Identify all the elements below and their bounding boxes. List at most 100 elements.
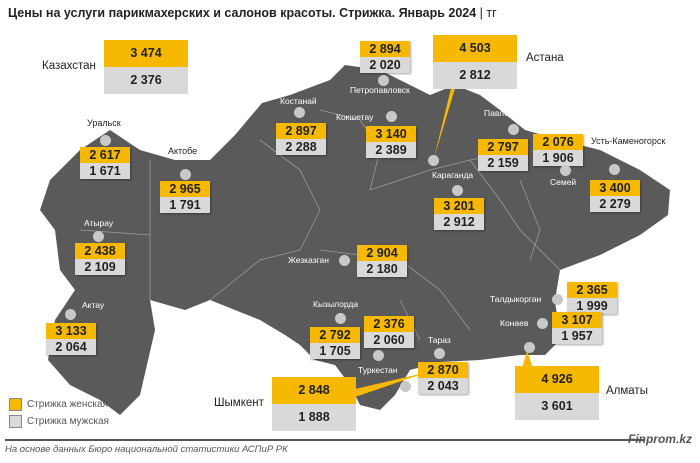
- city-dot: [386, 111, 397, 122]
- region-box-kokshetau: 3 140 2 389: [366, 126, 416, 158]
- male-price: 1 705: [310, 343, 360, 359]
- region-box-pavlodar: 2 797 2 159: [478, 139, 528, 171]
- city-dot: [609, 164, 620, 175]
- female-price: 3 140: [366, 126, 416, 142]
- city-dot: [373, 350, 384, 361]
- region-box-taraz: 2 870 2 043: [418, 362, 468, 394]
- city-label: Тараз: [428, 335, 451, 345]
- region-box-turkestan: 2 376 2 060: [364, 316, 414, 348]
- city-dot: [434, 348, 445, 359]
- region-box-uralsk: 2 617 1 671: [80, 147, 130, 179]
- female-price: 2 965: [160, 181, 210, 197]
- female-swatch: [9, 398, 22, 411]
- female-price: 3 474: [104, 40, 188, 67]
- city-label: Жезказган: [288, 255, 329, 265]
- source-note: На основе данных Бюро национальной стати…: [5, 444, 288, 455]
- female-price: 2 076: [533, 134, 583, 150]
- male-price: 2 060: [364, 332, 414, 348]
- female-price: 2 365: [567, 282, 617, 298]
- female-price: 2 904: [357, 245, 407, 261]
- legend-item-male: Стрижка мужская: [9, 413, 109, 430]
- city-dot: [93, 231, 104, 242]
- city-label: Павлодар: [484, 108, 524, 118]
- city-dot: [378, 75, 389, 86]
- male-price: 1 957: [552, 328, 602, 344]
- region-box-zhezkazgan: 2 904 2 180: [357, 245, 407, 277]
- city-dot: [100, 135, 111, 146]
- title-text: Цены на услуги парикмахерских и салонов …: [8, 6, 477, 20]
- male-price: 3 601: [515, 393, 599, 420]
- male-price: 1 791: [160, 197, 210, 213]
- male-price: 2 279: [590, 196, 640, 212]
- male-swatch: [9, 415, 22, 428]
- city-label: Кокшетау: [336, 112, 374, 122]
- city-dot: [294, 107, 305, 118]
- male-price: 2 020: [360, 57, 410, 73]
- city-dot: [428, 155, 439, 166]
- female-price: 2 894: [360, 41, 410, 57]
- city-label: Костанай: [280, 96, 317, 106]
- male-price: 2 043: [418, 378, 468, 394]
- unit-label: | тг: [479, 6, 497, 20]
- region-box-atyrau: 2 438 2 109: [75, 243, 125, 275]
- female-price: 2 797: [478, 139, 528, 155]
- chart-title: Цены на услуги парикмахерских и салонов …: [8, 6, 497, 20]
- male-price: 2 159: [478, 155, 528, 171]
- city-label: Актобе: [168, 146, 198, 156]
- male-price: 2 288: [276, 139, 326, 155]
- male-price: 1 999: [567, 298, 617, 314]
- city-label: Усть-Каменогорск: [591, 136, 666, 146]
- city-label: Петропавловск: [350, 85, 410, 95]
- city-label: Астана: [526, 52, 564, 64]
- male-price: 2 180: [357, 261, 407, 277]
- kazakhstan-label: Казахстан: [42, 60, 96, 72]
- region-box-konaev: 3 107 1 957: [552, 312, 602, 344]
- male-price: 2 064: [46, 339, 96, 355]
- female-price: 3 133: [46, 323, 96, 339]
- region-box-aktau: 3 133 2 064: [46, 323, 96, 355]
- region-box-aktobe: 2 965 1 791: [160, 181, 210, 213]
- city-dot: [537, 318, 548, 329]
- female-price: 2 376: [364, 316, 414, 332]
- region-box-almaty: 4 926 3 601: [515, 366, 599, 420]
- male-price: 2 812: [433, 62, 517, 89]
- region-box-astana: 4 503 2 812: [433, 35, 517, 89]
- city-dot: [560, 165, 571, 176]
- region-box-ust-kamenogorsk: 3 400 2 279: [590, 180, 640, 212]
- female-price: 2 870: [418, 362, 468, 378]
- female-price: 2 897: [276, 123, 326, 139]
- region-box-petropavlovsk: 2 894 2 020: [360, 41, 410, 73]
- city-dot: [339, 255, 350, 266]
- female-price: 4 926: [515, 366, 599, 393]
- male-price: 1 671: [80, 163, 130, 179]
- city-label: Атырау: [84, 218, 114, 228]
- city-dot: [524, 342, 535, 353]
- female-price: 2 792: [310, 327, 360, 343]
- city-dot: [400, 381, 411, 392]
- brand-logo: Finprom.kz: [627, 432, 692, 446]
- city-dot: [452, 185, 463, 196]
- female-price: 2 617: [80, 147, 130, 163]
- city-label: Семей: [550, 177, 577, 187]
- city-dot: [335, 313, 346, 324]
- city-label: Уральск: [87, 118, 121, 128]
- legend-item-female: Стрижка женская: [9, 396, 109, 413]
- female-price: 4 503: [433, 35, 517, 62]
- region-box-shymkent: 2 848 1 888: [272, 377, 356, 431]
- city-dot: [180, 169, 191, 180]
- kazakhstan-price-box: 3 474 2 376: [104, 40, 188, 94]
- city-dot: [65, 309, 76, 320]
- female-price: 3 201: [434, 198, 484, 214]
- footer-divider: [5, 439, 645, 441]
- city-label: Конаев: [500, 318, 529, 328]
- male-price: 1 888: [272, 404, 356, 431]
- region-box-kyzylorda: 2 792 1 705: [310, 327, 360, 359]
- city-label: Талдыкорган: [490, 294, 542, 304]
- female-price: 3 400: [590, 180, 640, 196]
- male-price: 2 389: [366, 142, 416, 158]
- city-label: Алматы: [606, 385, 648, 397]
- female-price: 2 848: [272, 377, 356, 404]
- male-price: 2 912: [434, 214, 484, 230]
- legend: Стрижка женская Стрижка мужская: [9, 396, 109, 430]
- city-label: Кызылорда: [313, 299, 359, 309]
